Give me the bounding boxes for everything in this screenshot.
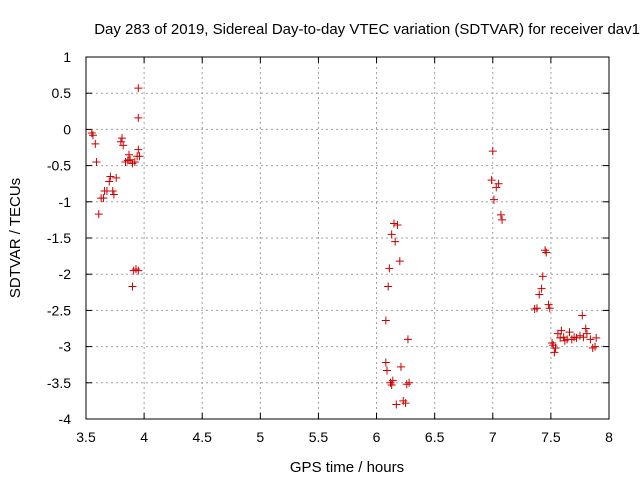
data-point-marker [128,282,137,291]
data-point-marker [496,210,505,219]
data-point-marker [392,400,401,409]
data-point-marker [556,333,565,342]
data-point-marker [92,157,101,166]
data-point-marker [488,147,497,156]
data-point-marker [579,333,588,342]
data-point-marker [548,338,557,347]
data-point-marker [391,237,400,246]
x-tick-label: 7 [489,429,497,445]
data-point-marker [87,129,96,138]
y-tick-label: -1 [59,194,72,210]
chart-title: Day 283 of 2019, Sidereal Day-to-day VTE… [94,21,640,38]
data-point-marker [387,230,396,239]
data-point-marker [393,220,402,229]
data-point-marker [381,358,390,367]
y-tick-label: -4 [59,411,72,427]
axis-ticks: 3.5 4 4.5 5 5.5 6 6.5 7 7.5 8 1 0.5 0 -0.5 -1 -1.5 -2 -2.… [47,49,613,445]
data-point-marker [551,344,560,353]
data-point-marker [135,152,144,161]
data-point-marker [538,272,547,281]
data-point-marker [542,248,551,257]
data-point-marker [581,324,590,333]
x-tick-label: 4.5 [192,429,212,445]
data-point-marker [403,335,412,344]
x-tick-label: 5 [256,429,264,445]
x-tick-label: 6 [373,429,381,445]
data-points [87,84,601,409]
x-tick-label: 7.5 [541,429,561,445]
data-point-marker [118,134,127,143]
data-point-marker [544,300,553,309]
data-point-marker [99,194,108,203]
data-point-marker [405,378,414,387]
data-point-marker [494,179,503,188]
x-tick-label: 4 [140,429,148,445]
data-point-marker [387,380,396,389]
data-point-marker [134,266,143,275]
y-tick-label: -3.5 [47,375,71,391]
data-point-marker [396,362,405,371]
data-point-marker [532,304,541,313]
data-point-marker [537,284,546,293]
data-point-marker [565,328,574,337]
data-point-marker [384,282,393,291]
x-tick-label: 6.5 [425,429,445,445]
data-point-marker [134,84,143,93]
y-tick-label: -0.5 [47,158,71,174]
y-tick-label: -1.5 [47,230,71,246]
data-point-marker [487,176,496,185]
data-point-marker [592,333,601,342]
data-point-marker [381,316,390,325]
data-point-marker [541,246,550,255]
data-point-marker [401,399,410,408]
data-point-marker [489,195,498,204]
data-point-marker [383,366,392,375]
data-point-marker [395,257,404,266]
data-point-marker [557,326,566,335]
data-point-marker [575,331,584,340]
data-point-marker [134,145,143,154]
y-axis-label: SDTVAR / TECUs [7,178,24,298]
data-point-marker [94,210,103,219]
data-point-marker [106,172,115,181]
data-point-marker [586,335,595,344]
data-point-marker [578,311,587,320]
data-point-marker [498,215,507,224]
y-tick-label: -2 [59,266,72,282]
data-point-marker [88,131,97,140]
y-tick-label: 0.5 [52,85,72,101]
x-tick-label: 3.5 [76,429,96,445]
data-point-marker [125,150,134,159]
x-tick-label: 8 [605,429,613,445]
y-tick-label: -3 [59,339,72,355]
data-point-marker [591,342,600,351]
y-tick-label: -2.5 [47,302,71,318]
data-point-marker [130,157,139,166]
y-tick-label: 1 [63,49,71,65]
x-axis-label: GPS time / hours [290,459,404,476]
data-point-marker [389,219,398,228]
data-point-marker [91,139,100,148]
data-point-marker [119,141,128,150]
grid-lines [86,57,609,419]
data-point-marker [535,290,544,299]
data-point-marker [582,329,591,338]
data-point-marker [112,173,121,182]
data-point-marker [388,376,397,385]
data-point-marker [550,348,559,357]
x-tick-label: 5.5 [309,429,329,445]
data-point-marker [385,264,394,273]
data-point-marker [108,186,117,195]
y-tick-label: 0 [63,121,71,137]
data-point-marker [105,177,114,186]
data-point-marker [545,304,554,313]
data-point-marker [109,190,118,199]
data-point-marker [134,113,143,122]
